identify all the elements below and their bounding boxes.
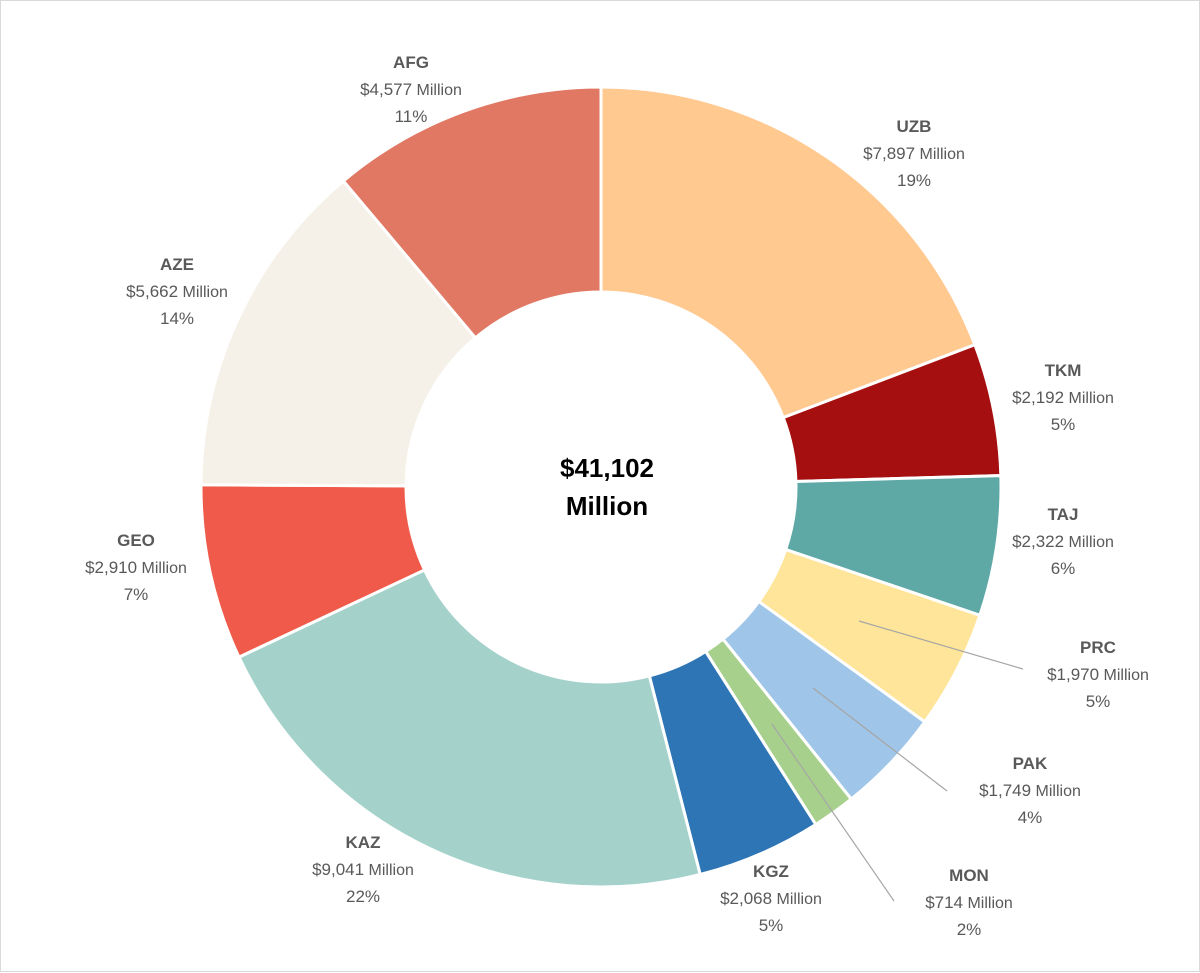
label-value: $714 Million xyxy=(925,893,1013,912)
label-amount: $2,068 xyxy=(720,889,772,908)
label-unit: Million xyxy=(1064,534,1114,551)
label-prc: PRC $1,970 Million 5% xyxy=(1047,638,1149,711)
label-kgz: KGZ $2,068 Million 5% xyxy=(720,862,822,935)
label-value: $2,322 Million xyxy=(1012,532,1114,551)
label-uzb: UZB $7,897 Million 19% xyxy=(863,117,965,190)
label-mon: MON $714 Million 2% xyxy=(925,866,1013,939)
label-tkm: TKM $2,192 Million 5% xyxy=(1012,361,1114,434)
label-value: $1,749 Million xyxy=(979,781,1081,800)
label-percent: 5% xyxy=(1086,692,1111,711)
label-percent: 7% xyxy=(124,585,149,604)
label-value: $5,662 Million xyxy=(126,282,228,301)
slice-uzb xyxy=(599,85,977,420)
label-code: PRC xyxy=(1080,638,1116,657)
label-value: $4,577 Million xyxy=(360,80,462,99)
label-code: GEO xyxy=(117,531,155,550)
leader-line-pak xyxy=(812,687,948,792)
label-unit: Million xyxy=(1031,783,1081,800)
label-amount: $2,910 xyxy=(85,558,137,577)
label-taj: TAJ $2,322 Million 6% xyxy=(1012,505,1114,578)
label-value: $2,910 Million xyxy=(85,558,187,577)
label-percent: 5% xyxy=(759,916,784,935)
label-code: KGZ xyxy=(753,862,789,881)
label-amount: $714 xyxy=(925,893,963,912)
label-unit: Million xyxy=(178,284,228,301)
label-percent: 22% xyxy=(346,887,380,906)
label-unit: Million xyxy=(412,82,462,99)
slice-kaz xyxy=(236,567,703,889)
slice-afg xyxy=(341,85,603,340)
label-amount: $2,322 xyxy=(1012,532,1064,551)
label-value: $9,041 Million xyxy=(312,860,414,879)
label-percent: 5% xyxy=(1051,415,1076,434)
label-value: $2,192 Million xyxy=(1012,388,1114,407)
label-code: MON xyxy=(949,866,989,885)
label-amount: $1,749 xyxy=(979,781,1031,800)
center-total-value: $41,102 xyxy=(560,453,654,483)
label-percent: 11% xyxy=(395,107,428,126)
label-unit: Million xyxy=(1064,390,1114,407)
label-unit: Million xyxy=(364,862,414,879)
label-code: UZB xyxy=(897,117,932,136)
center-total-unit: Million xyxy=(566,491,648,521)
donut-slices xyxy=(199,85,1003,889)
label-amount: $5,662 xyxy=(126,282,178,301)
label-amount: $4,577 xyxy=(360,80,412,99)
label-aze: AZE $5,662 Million 14% xyxy=(126,255,228,328)
label-percent: 19% xyxy=(897,171,931,190)
leader-line-prc xyxy=(858,620,1024,670)
label-percent: 2% xyxy=(957,920,982,939)
label-value: $1,970 Million xyxy=(1047,665,1149,684)
label-code: AFG xyxy=(393,53,429,72)
label-afg: AFG $4,577 Million 11% xyxy=(360,53,462,126)
label-amount: $9,041 xyxy=(312,860,364,879)
label-code: KAZ xyxy=(346,833,381,852)
label-code: TAJ xyxy=(1048,505,1079,524)
label-unit: Million xyxy=(915,146,965,163)
label-kaz: KAZ $9,041 Million 22% xyxy=(312,833,414,906)
label-value: $7,897 Million xyxy=(863,144,965,163)
label-code: TKM xyxy=(1045,361,1082,380)
label-percent: 4% xyxy=(1018,808,1043,827)
label-code: AZE xyxy=(160,255,194,274)
label-unit: Million xyxy=(963,895,1013,912)
label-percent: 14% xyxy=(160,309,194,328)
label-amount: $1,970 xyxy=(1047,665,1099,684)
label-geo: GEO $2,910 Million 7% xyxy=(85,531,187,604)
label-amount: $2,192 xyxy=(1012,388,1064,407)
label-amount: $7,897 xyxy=(863,144,915,163)
label-code: PAK xyxy=(1013,754,1048,773)
label-percent: 6% xyxy=(1051,559,1076,578)
label-unit: Million xyxy=(1099,667,1149,684)
label-pak: PAK $1,749 Million 4% xyxy=(979,754,1081,827)
label-unit: Million xyxy=(137,560,187,577)
label-value: $2,068 Million xyxy=(720,889,822,908)
leader-lines xyxy=(771,620,1024,902)
label-unit: Million xyxy=(772,891,822,908)
leader-line-mon xyxy=(771,723,895,902)
